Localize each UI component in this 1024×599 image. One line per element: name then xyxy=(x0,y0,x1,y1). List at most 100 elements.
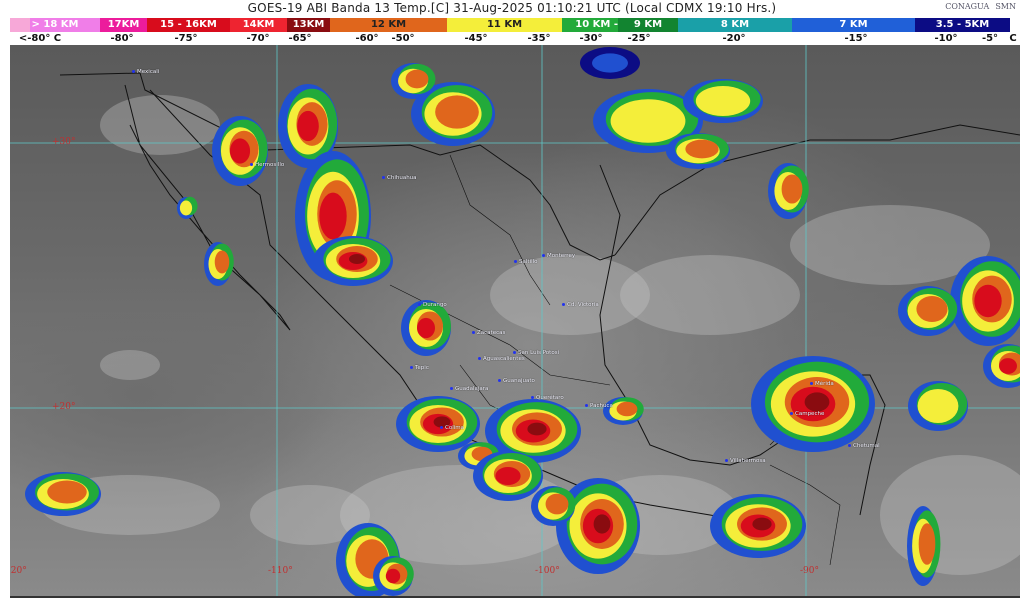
lat-label: +20° xyxy=(52,402,76,412)
storm-cell xyxy=(25,472,101,516)
city-label: Durango xyxy=(418,302,447,308)
storm-cell xyxy=(531,486,576,526)
storm-cell xyxy=(391,63,436,99)
storm-cell xyxy=(373,556,414,596)
scale-segment: 15 - 16KM xyxy=(147,18,230,32)
baja-coast xyxy=(124,84,291,331)
lon-label: -120° xyxy=(10,566,27,576)
cloud-haze xyxy=(40,95,1020,575)
storm-cell xyxy=(983,344,1020,388)
storm-cell xyxy=(278,84,338,168)
storm-layer xyxy=(781,174,803,204)
storm-layer xyxy=(297,110,319,142)
temp-label: -80° xyxy=(110,33,134,44)
us-gulf-coast xyxy=(614,124,1020,256)
storm-cell xyxy=(556,478,640,574)
city-label: Mérida xyxy=(810,381,834,387)
storm-cell xyxy=(710,494,806,558)
scale-segment: 17KM xyxy=(100,18,147,32)
city-label: Cd. Victoria xyxy=(562,302,599,308)
storm-cell xyxy=(313,236,393,286)
scale-segment: > 18 KM xyxy=(10,18,100,32)
storm-cell xyxy=(204,242,234,286)
storm-layer xyxy=(616,401,638,417)
storm-layer xyxy=(417,317,435,339)
temp-label: C xyxy=(1009,33,1017,44)
storm-layer xyxy=(545,493,569,515)
storm-cell xyxy=(751,356,875,452)
storm-layer xyxy=(435,95,479,129)
city-label: San Luis Potosí xyxy=(513,350,559,356)
city-label: Saltillo xyxy=(514,259,538,265)
storm-cell xyxy=(473,451,543,501)
city-label: Monterrey xyxy=(542,253,575,259)
temp-label: -30° xyxy=(579,33,603,44)
scale-segment: 3.5 - 5KM xyxy=(915,18,1010,32)
storm-cell xyxy=(396,396,480,452)
temp-label: -20° xyxy=(722,33,746,44)
scale-segment: 9 KM xyxy=(618,18,678,32)
cloud-haze-patch xyxy=(250,485,370,545)
storm-layer xyxy=(918,523,936,565)
storm-layer xyxy=(405,69,429,89)
storm-cell xyxy=(458,442,499,470)
storm-layer xyxy=(319,192,347,240)
city-label: Pachuca xyxy=(585,403,613,409)
color-scale-legend: > 18 KM 17KM 15 - 16KM 14KM 13KM 12 KM 1… xyxy=(10,18,1010,32)
city-label: Aguascalientes xyxy=(478,356,525,362)
storm-layer xyxy=(610,99,686,143)
storm-cell xyxy=(580,47,640,79)
temp-label: -60° xyxy=(355,33,379,44)
image-title: GOES-19 ABI Banda 13 Temp.[C] 31-Aug-202… xyxy=(247,1,777,15)
temp-label: -35° xyxy=(527,33,551,44)
storm-layer xyxy=(495,467,521,485)
scale-segment: 12 KM xyxy=(330,18,447,32)
scale-segment: 13KM xyxy=(287,18,330,32)
temp-label: -50° xyxy=(391,33,415,44)
cloud-haze-patch xyxy=(790,205,990,285)
cloud-haze-patch xyxy=(100,350,160,380)
city-label: Chihuahua xyxy=(382,175,417,181)
mainland-pacific-coast xyxy=(149,89,771,526)
city-label: Villahermosa xyxy=(725,458,766,464)
storm-cell xyxy=(768,163,809,219)
temp-label: <-80° C xyxy=(18,33,62,44)
storm-cell xyxy=(177,196,198,219)
storm-cell xyxy=(683,79,763,123)
storm-layer xyxy=(229,138,251,164)
borders xyxy=(59,72,1020,566)
temp-label: -10° xyxy=(934,33,958,44)
city-label: Mexicali xyxy=(132,69,159,75)
storm-cell xyxy=(666,133,730,169)
storm-layer xyxy=(592,53,628,73)
cloud-haze-patch xyxy=(880,455,1020,575)
storm-cell xyxy=(950,256,1020,346)
storm-cell xyxy=(401,300,451,356)
storm-layer xyxy=(974,284,1002,318)
storm-layer xyxy=(695,86,751,116)
storm-layer xyxy=(527,422,547,436)
scale-segment: 8 KM xyxy=(678,18,792,32)
storm-cells xyxy=(25,47,1020,596)
storm-cell xyxy=(603,397,644,425)
city-label: Hermosillo xyxy=(250,162,284,168)
storm-layer xyxy=(917,389,959,423)
storm-cell xyxy=(212,116,268,186)
storm-cell xyxy=(411,82,495,146)
city-label: Chetumal xyxy=(848,443,880,449)
city-label: Guadalajara xyxy=(450,386,488,392)
logos: CONAGUA SMN xyxy=(945,2,1016,11)
storm-layer xyxy=(214,250,230,274)
storm-cell xyxy=(907,506,941,586)
storm-layer xyxy=(47,480,87,504)
satellite-map: +30° +20° -120° -110° -100° -90° Mexical… xyxy=(10,45,1020,598)
storm-layer xyxy=(999,358,1017,374)
scale-segment: 10 KM - xyxy=(562,18,618,32)
state-borders xyxy=(389,154,841,566)
temp-label: -25° xyxy=(627,33,651,44)
temp-label: -15° xyxy=(844,33,868,44)
temp-label: -45° xyxy=(464,33,488,44)
city-label: Guanajuato xyxy=(498,378,535,384)
storm-layer xyxy=(179,200,193,216)
storm-cell xyxy=(898,286,958,336)
